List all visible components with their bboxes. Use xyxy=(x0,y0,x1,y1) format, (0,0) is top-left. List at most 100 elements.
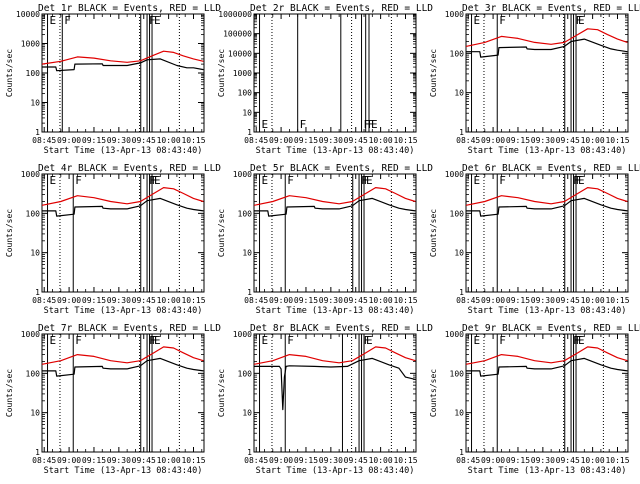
y-tick-label: 100 xyxy=(26,369,41,378)
y-tick-label: 1000 xyxy=(21,40,40,49)
lld-series-line xyxy=(253,187,416,206)
x-tick-label: 09:15 xyxy=(506,456,530,465)
y-tick-label: 100 xyxy=(238,369,253,378)
y-tick-label: 10 xyxy=(30,249,40,258)
x-axis-label: Start Time (13-Apr-13 08:43:40) xyxy=(256,306,415,316)
event-marker-label: E xyxy=(154,174,161,187)
x-tick-label: 09:15 xyxy=(294,456,318,465)
x-tick-label: 10:15 xyxy=(181,296,205,305)
lld-series-line xyxy=(41,346,204,365)
y-tick-label: 10 xyxy=(454,409,464,418)
y-tick-label: 1000 xyxy=(445,10,464,19)
x-axis-label: Start Time (13-Apr-13 08:43:40) xyxy=(44,146,203,156)
y-tick-label: 100000 xyxy=(223,30,252,39)
plot-frame xyxy=(465,173,629,293)
x-axis-label: Start Time (13-Apr-13 08:43:40) xyxy=(468,466,627,476)
x-tick-label: 09:15 xyxy=(294,136,318,145)
lld-series-line xyxy=(41,187,204,206)
event-marker-label: F xyxy=(287,174,294,187)
x-tick-label: 09:30 xyxy=(531,456,555,465)
y-axis-label: Counts/sec xyxy=(429,209,438,257)
x-tick-label: 10:15 xyxy=(605,456,629,465)
y-axis-label: Counts/sec xyxy=(429,49,438,97)
events-series-line xyxy=(466,197,628,217)
y-tick-label: 1 xyxy=(459,128,464,137)
event-marker-label: F xyxy=(300,118,307,131)
x-tick-label: 09:00 xyxy=(269,136,293,145)
event-marker-label: F xyxy=(64,14,71,27)
events-series-line xyxy=(254,357,416,411)
events-series-line xyxy=(42,197,204,217)
x-tick-label: 09:15 xyxy=(294,296,318,305)
event-marker-label: E xyxy=(262,118,269,131)
y-tick-label: 10 xyxy=(242,249,252,258)
x-axis-label: Start Time (13-Apr-13 08:43:40) xyxy=(468,146,627,156)
event-marker-label: F xyxy=(364,174,371,187)
event-marker-label: E xyxy=(578,174,585,187)
x-tick-label: 09:45 xyxy=(344,136,368,145)
event-marker-label: E xyxy=(262,334,269,347)
x-tick-label: 09:00 xyxy=(57,136,81,145)
event-marker-label: E xyxy=(50,334,57,347)
x-tick-label: 09:30 xyxy=(319,136,343,145)
plot-frame xyxy=(41,333,205,453)
detector-panel-2: Det 2r BLACK = Events, RED = LLD 1 10 100 10… xyxy=(217,3,433,156)
y-tick-label: 1 xyxy=(35,448,40,457)
x-tick-label: 10:15 xyxy=(181,136,205,145)
lld-series-line xyxy=(465,28,628,47)
plot-frame xyxy=(41,173,205,293)
event-marker-label: E xyxy=(474,174,481,187)
x-tick-label: 09:00 xyxy=(269,296,293,305)
x-tick-label: 09:00 xyxy=(57,456,81,465)
panel-title: Det 4r BLACK = Events, RED = LLD xyxy=(38,163,221,174)
x-tick-label: 10:15 xyxy=(393,296,417,305)
panel-title: Det 5r BLACK = Events, RED = LLD xyxy=(250,163,433,174)
event-marker-label: E xyxy=(578,14,585,27)
x-tick-label: 08:45 xyxy=(456,136,480,145)
y-axis-label: Counts/sec xyxy=(217,369,226,417)
events-series-line xyxy=(466,357,628,377)
y-tick-label: 1 xyxy=(35,288,40,297)
x-tick-label: 10:15 xyxy=(393,456,417,465)
x-tick-label: 09:45 xyxy=(556,456,580,465)
x-tick-label: 10:15 xyxy=(181,456,205,465)
plot-frame xyxy=(253,333,417,453)
x-tick-label: 10:00 xyxy=(581,136,605,145)
x-tick-label: 09:15 xyxy=(506,136,530,145)
y-tick-label: 1000000 xyxy=(218,10,252,19)
x-tick-label: 09:45 xyxy=(344,296,368,305)
event-marker-label: E xyxy=(154,14,161,27)
x-tick-label: 10:15 xyxy=(605,136,629,145)
x-tick-label: 10:15 xyxy=(605,296,629,305)
x-tick-label: 08:45 xyxy=(32,456,56,465)
plot-frame xyxy=(253,13,417,133)
x-tick-label: 09:30 xyxy=(319,296,343,305)
lld-series-line xyxy=(41,50,204,65)
detector-panel-1: Det 1r BLACK = Events, RED = LLD 1 10 100 10… xyxy=(5,3,221,156)
x-tick-label: 09:15 xyxy=(506,296,530,305)
detector-panel-6: Det 6r BLACK = Events, RED = LLD 1 10 100 10… xyxy=(429,163,640,316)
y-tick-label: 100 xyxy=(26,69,41,78)
detector-panel-9: Det 9r BLACK = Events, RED = LLD 1 10 100 10… xyxy=(429,323,640,476)
x-axis-label: Start Time (13-Apr-13 08:43:40) xyxy=(44,466,203,476)
y-tick-label: 100 xyxy=(238,89,253,98)
y-axis-label: Counts/sec xyxy=(217,209,226,257)
event-marker-label: F xyxy=(364,334,371,347)
x-tick-label: 09:45 xyxy=(132,136,156,145)
x-tick-label: 10:00 xyxy=(157,456,181,465)
x-tick-label: 09:30 xyxy=(531,136,555,145)
x-tick-label: 09:00 xyxy=(481,456,505,465)
event-marker-label: F xyxy=(499,334,506,347)
events-series-line xyxy=(42,357,204,377)
event-marker-label: E xyxy=(366,174,373,187)
x-tick-label: 10:15 xyxy=(393,136,417,145)
event-marker-label: E xyxy=(474,334,481,347)
x-tick-label: 08:45 xyxy=(32,136,56,145)
y-tick-label: 10000 xyxy=(228,49,252,58)
x-axis-label: Start Time (13-Apr-13 08:43:40) xyxy=(256,146,415,156)
y-tick-label: 100 xyxy=(450,209,465,218)
y-tick-label: 100 xyxy=(450,369,465,378)
event-marker-label: F xyxy=(576,174,583,187)
y-tick-label: 10 xyxy=(30,99,40,108)
x-tick-label: 09:15 xyxy=(82,296,106,305)
